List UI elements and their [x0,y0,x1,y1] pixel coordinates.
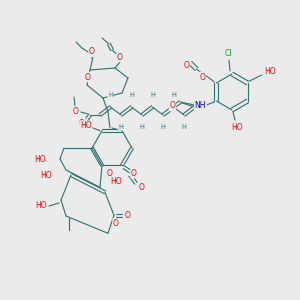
Text: O: O [125,211,131,220]
Text: O: O [117,52,123,62]
Text: H: H [182,124,186,130]
Text: O: O [113,219,119,228]
Text: H: H [150,92,155,98]
Text: NH: NH [195,101,206,110]
Text: HO: HO [264,67,275,76]
Text: O: O [169,101,175,110]
Text: O: O [107,169,113,178]
Text: O: O [184,61,189,70]
Text: HO: HO [35,200,47,209]
Text: O: O [139,183,145,192]
Text: H: H [160,124,165,130]
Text: HO: HO [34,154,46,164]
Text: O: O [79,118,85,127]
Text: O: O [131,169,137,178]
Text: O: O [200,73,205,82]
Text: HO: HO [80,121,92,130]
Text: H: H [129,92,134,98]
Text: O: O [89,47,95,56]
Text: HO: HO [110,177,122,186]
Text: Cl: Cl [224,50,232,58]
Text: HO: HO [40,170,52,179]
Text: HO: HO [231,124,243,133]
Text: O: O [73,106,79,116]
Text: H: H [118,124,123,130]
Text: H: H [108,92,113,98]
Text: H: H [140,124,144,130]
Text: H: H [171,92,176,98]
Text: O: O [85,73,91,82]
